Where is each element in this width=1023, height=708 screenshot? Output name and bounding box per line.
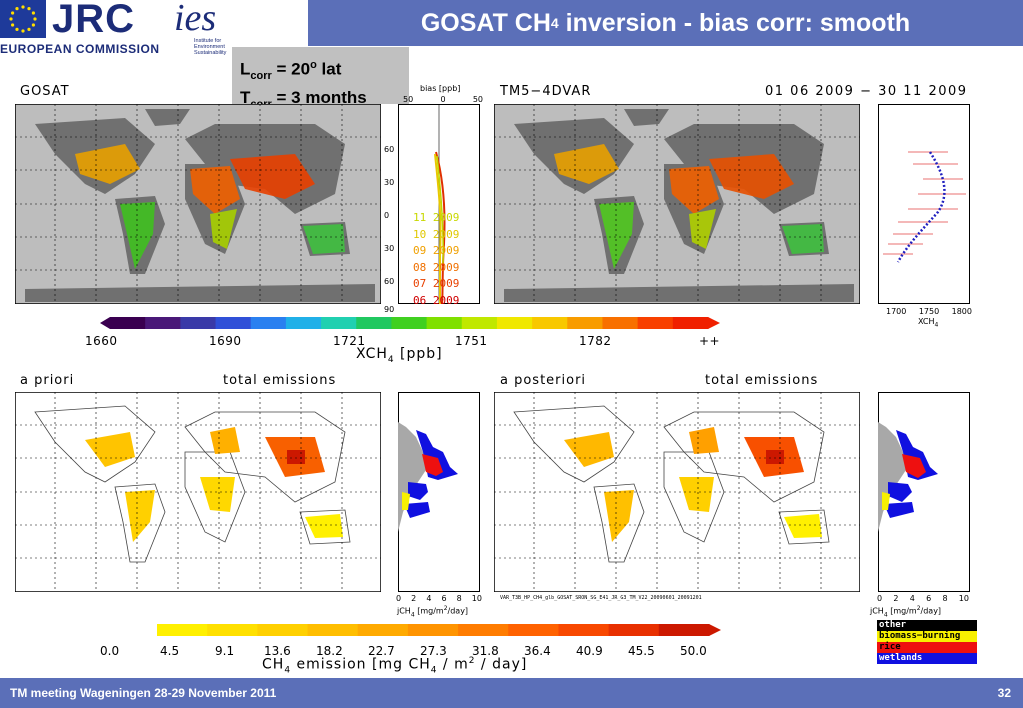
bias-profile-plot	[398, 104, 480, 304]
bias-ticks: 50 0 50	[403, 95, 483, 104]
source-legend: other biomass−burning rice wetlands	[877, 620, 977, 664]
posterior-emission-profile	[878, 392, 970, 592]
prior-jch4-label: jCH4 [mg/m2/day]	[397, 605, 469, 619]
xch4-axis-label: XCH4	[918, 317, 939, 329]
month-item: 06 2009	[413, 293, 460, 307]
prior-emission-profile	[398, 392, 480, 592]
emission-cells	[85, 427, 343, 542]
ies-logo: ies	[174, 0, 217, 39]
colorbar-left-tip	[100, 317, 110, 329]
posterior-jch4-ticks: 0 2 4 6 8 10	[877, 594, 969, 603]
colorbar-segment	[658, 624, 710, 636]
ec-label: EUROPEAN COMMISSION	[0, 42, 160, 56]
colorbar-segment	[391, 317, 428, 329]
month-item: 09 2009	[413, 244, 460, 257]
colorbar-segment	[407, 624, 459, 636]
colorbar-segment	[110, 317, 146, 329]
correlation-info-box: Lcorr = 20o lat Tcorr = 3 months	[232, 47, 409, 110]
legend-item-rice: rice	[877, 642, 977, 653]
jrc-logo: JRC	[52, 0, 136, 41]
run-caption: VAR_T3B_HP_CH4_glb_GOSAT_SRON_SG_E41_JR_…	[500, 595, 702, 601]
month-legend: 11 2009 10 2009 09 2009 08 2009 07 2009 …	[413, 210, 459, 309]
colorbar-segment	[357, 624, 409, 636]
observations	[75, 144, 345, 269]
emission-colorbar-title: CH4 emission [mg CH4 / m2 / day]	[262, 656, 528, 676]
legend-item-other: other	[877, 620, 977, 631]
a-posteriori-label: a posteriori	[500, 373, 587, 388]
model-xch4	[554, 144, 824, 269]
footer-meeting: TM meeting Wageningen 28-29 November 201…	[10, 686, 277, 700]
a-posteriori-emission-map	[494, 392, 860, 592]
legend-item-biomass: biomass−burning	[877, 631, 977, 642]
time-correlation: Tcorr = 3 months	[240, 88, 367, 110]
colorbar-segment	[285, 317, 322, 329]
a-priori-emission-map	[15, 392, 381, 592]
colorbar-segment	[356, 317, 392, 329]
colorbar-segment	[567, 317, 603, 329]
eu-stars-icon	[9, 5, 37, 33]
month-item: 08 2009	[413, 260, 460, 274]
colorbar-segment	[321, 317, 357, 329]
colorbar-segment	[461, 317, 498, 329]
xch4-colorbar-title: XCH4 [ppb]	[356, 346, 443, 365]
colorbar-segment	[508, 624, 559, 636]
gosat-panel-label: GOSAT	[20, 84, 70, 99]
colorbar-segment	[672, 317, 709, 329]
month-item: 11 2009	[413, 211, 460, 224]
lat-ticks: 60 30 0 30 60 90	[384, 145, 395, 314]
colorbar-segment	[458, 624, 509, 636]
colorbar-segment	[215, 317, 252, 329]
a-priori-sub: total emissions	[223, 373, 337, 388]
eu-flag-logo	[0, 0, 46, 38]
colorbar-segment	[207, 624, 258, 636]
colorbar-segment	[307, 624, 359, 636]
colorbar-right-tip	[708, 317, 720, 329]
prior-jch4-ticks: 0 2 4 6 8 10	[396, 594, 482, 603]
xch4-profile-plot	[878, 104, 970, 304]
ies-subtitle: Institute for Environment Sustainability	[194, 38, 227, 56]
colorbar-segment	[558, 624, 610, 636]
xch4-colorbar	[100, 317, 720, 329]
colorbar-segment	[496, 317, 533, 329]
colorbar-segment	[602, 317, 639, 329]
colorbar-segment	[157, 624, 208, 636]
emission-colorbar	[157, 624, 721, 636]
bias-axis-label: bias [ppb]	[420, 84, 461, 93]
a-posteriori-sub: total emissions	[705, 373, 819, 388]
legend-item-wetlands: wetlands	[877, 653, 977, 664]
tm5-panel-label: TM5−4DVAR	[500, 84, 592, 99]
colorbar-segment	[145, 317, 181, 329]
gosat-xch4-map	[15, 104, 381, 304]
colorbar-segment	[637, 317, 674, 329]
a-priori-label: a priori	[20, 373, 75, 388]
month-item: 07 2009	[413, 277, 460, 290]
colorbar-right-tip	[709, 624, 721, 636]
xch4-ticks: 1700 1750 1800	[886, 307, 972, 316]
date-range-label: 01 06 2009 − 30 11 2009	[765, 84, 968, 99]
posterior-jch4-label: jCH4 [mg/m2/day]	[870, 605, 942, 619]
colorbar-segment	[608, 624, 660, 636]
page-number: 32	[997, 686, 1011, 700]
colorbar-segment	[532, 317, 568, 329]
tm5-xch4-map	[494, 104, 860, 304]
month-item: 10 2009	[413, 227, 460, 241]
footer-bar: TM meeting Wageningen 28-29 November 201…	[0, 678, 1023, 708]
emission-cells	[564, 427, 822, 542]
colorbar-segment	[250, 317, 287, 329]
colorbar-segment	[180, 317, 217, 329]
length-correlation: Lcorr = 20o lat	[240, 59, 342, 83]
colorbar-segment	[257, 624, 309, 636]
slide-title: GOSAT CH 4 inversion - bias corr: smooth	[308, 0, 1023, 46]
colorbar-segment	[426, 317, 463, 329]
